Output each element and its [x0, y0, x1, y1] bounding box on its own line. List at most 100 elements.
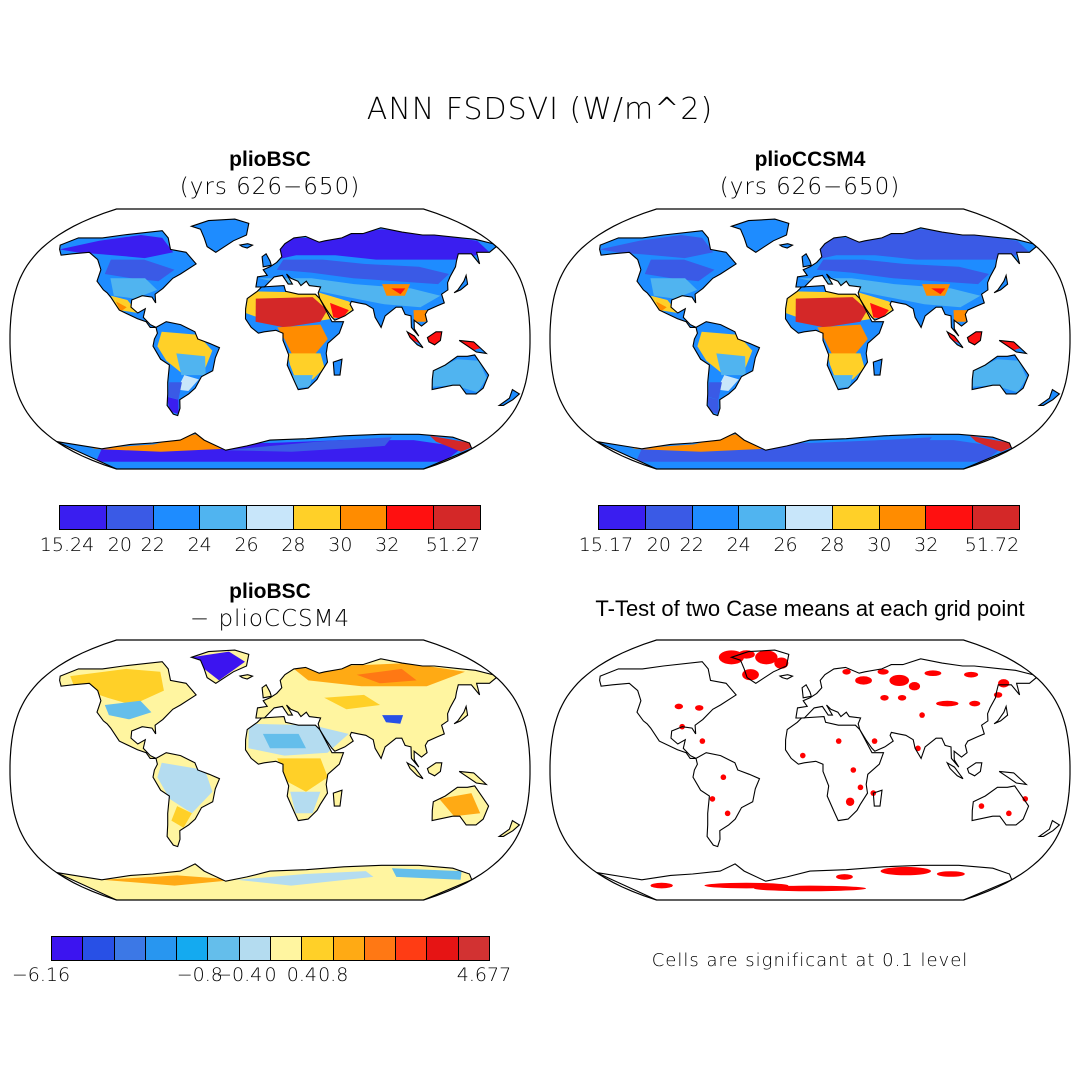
colorbar-swatch	[973, 506, 1020, 529]
colorbar-tick-label: 32	[914, 534, 939, 556]
significant-cell	[835, 738, 842, 744]
coastline-newguinea	[998, 339, 1028, 355]
coastline-uk	[261, 252, 273, 268]
coastline-australia	[431, 354, 490, 395]
colorbar-swatch	[114, 937, 146, 960]
field-region	[277, 324, 328, 357]
field-region	[969, 435, 1019, 452]
colorbar-swatch	[645, 506, 693, 529]
coastline-australia	[431, 785, 490, 826]
panel3-map	[9, 639, 531, 901]
field-region	[972, 359, 1027, 393]
coastline-nz	[1037, 819, 1061, 837]
significant-cell	[799, 752, 806, 759]
coastline-madagascar	[872, 789, 883, 807]
significant-cell	[709, 796, 716, 802]
coastline-uk	[801, 252, 813, 268]
coastline-nz	[1037, 388, 1061, 406]
significant-cell	[919, 712, 925, 718]
significant-cell	[964, 671, 979, 678]
colorbar-tick-label: 30	[867, 534, 892, 556]
panel2-colorbar-ticks: 15.17 20 22 24 26 28 30 32 51.72	[579, 534, 1020, 558]
colorbar-swatch	[302, 937, 334, 960]
coastline-iceland	[778, 674, 794, 680]
colorbar-tick-label: 26	[234, 534, 259, 556]
field-region	[716, 353, 746, 376]
colorbar-tick-label: 51.72	[964, 534, 1020, 556]
significance-note: Cells are significant at 0.1 level	[651, 950, 969, 971]
coastline-namerica	[59, 661, 197, 759]
coastline-africa	[244, 716, 345, 822]
significant-cell	[742, 669, 759, 681]
colorbar-swatch	[83, 937, 115, 960]
coastline-borneo	[966, 331, 983, 346]
coastline-greenland	[189, 218, 250, 253]
coastline-sumatra	[405, 330, 424, 349]
coastline-iceland	[778, 243, 794, 249]
field-region	[708, 382, 722, 400]
coastline-australia	[971, 785, 1030, 826]
coastline-samerica	[692, 321, 761, 417]
coastline-africa	[244, 285, 345, 391]
panel1-colorbar-ticks: 15.24 20 22 24 26 28 30 32 51.27	[40, 534, 481, 558]
panel3-colorbar	[51, 936, 490, 961]
field-region	[795, 297, 868, 328]
field-region	[765, 437, 932, 452]
coastline-uk	[261, 683, 273, 699]
colorbar-tick-label: 15.24	[39, 534, 95, 556]
field-region	[70, 668, 164, 705]
panel1-map	[9, 208, 531, 470]
field-region	[171, 806, 192, 828]
coastline-sumatra	[945, 761, 964, 780]
coastline-newguinea	[458, 339, 488, 355]
coastline-borneo	[966, 762, 983, 777]
field-region	[287, 353, 325, 380]
colorbar-tick-label: 28	[281, 534, 306, 556]
field-region	[290, 791, 321, 814]
coastline-iceland	[238, 243, 254, 249]
colorbar-tick-label: −0.8	[176, 964, 223, 986]
panel2-subtitle: (yrs 626−650)	[719, 174, 901, 200]
significant-cell	[936, 700, 959, 707]
field-region	[176, 353, 206, 376]
coastline-borneo	[426, 331, 443, 346]
significant-cell	[936, 871, 965, 877]
panel2-title: plioCCSM4	[754, 148, 866, 171]
coastline-eurasia	[255, 227, 498, 337]
coastline-africa	[784, 716, 885, 822]
significant-cell	[880, 694, 889, 701]
significant-cell	[880, 866, 931, 876]
coastline-newguinea	[458, 770, 488, 786]
coastline-greenland	[729, 218, 790, 253]
colorbar-tick-label: 51.27	[425, 534, 481, 556]
colorbar-swatch	[239, 937, 271, 960]
colorbar-tick-label: 20	[107, 534, 132, 556]
coastline-iceland	[238, 674, 254, 680]
field-region	[650, 295, 678, 313]
field-region	[931, 288, 946, 295]
coastline-uk	[801, 683, 813, 699]
colorbar-tick-label: 28	[820, 534, 845, 556]
colorbar-swatch	[387, 506, 435, 529]
coastline-newguinea	[998, 770, 1028, 786]
significant-cell	[842, 668, 851, 675]
field-region	[432, 359, 487, 393]
significant-cell	[674, 703, 684, 710]
coastline-japan	[453, 704, 469, 725]
significant-cell	[724, 810, 731, 817]
map-border	[549, 208, 1071, 470]
field-region	[110, 295, 138, 313]
significant-cell	[855, 676, 872, 685]
field-region	[439, 793, 481, 817]
colorbar-swatch	[293, 506, 341, 529]
significant-cell	[969, 700, 981, 707]
field-region	[115, 301, 127, 312]
panel2-map	[549, 208, 1071, 470]
colorbar-swatch	[208, 937, 240, 960]
map-border	[9, 208, 531, 470]
coastline-australia	[971, 354, 1030, 395]
field-region	[644, 259, 715, 282]
field-region	[413, 310, 428, 322]
figure-title: ANN FSDSVI (W/m^2)	[366, 92, 714, 127]
significant-cell	[695, 705, 704, 711]
